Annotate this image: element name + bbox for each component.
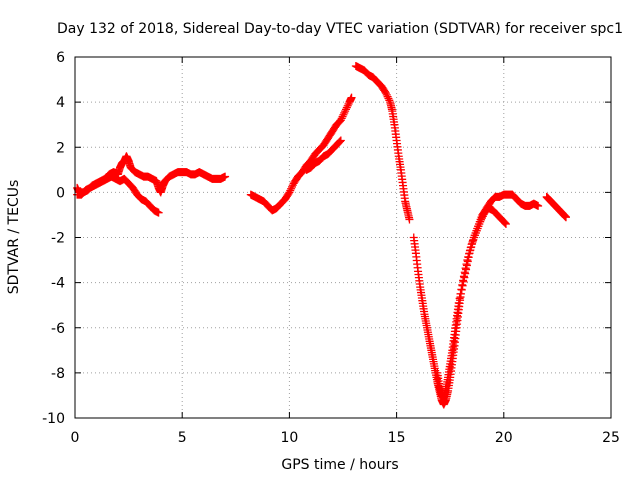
data-point [336,116,345,125]
y-tick-label: 6 [56,50,65,66]
series-arc-7 [433,204,510,402]
data-point [455,294,464,303]
y-tick-label: 4 [56,95,65,111]
x-tick-label: 10 [280,430,298,446]
x-tick-label: 15 [388,430,406,446]
series-arc-3 [246,93,356,215]
data-point [477,214,486,223]
y-tick-label: 0 [56,185,65,201]
data-point [383,92,392,101]
series-arc-8 [542,192,570,222]
data-point [382,90,391,99]
series-arc-4 [302,136,345,174]
x-tick-label: 5 [178,430,187,446]
chart-title: Day 132 of 2018, Sidereal Day-to-day VTE… [57,21,623,37]
data-points [73,62,570,409]
data-point [478,212,487,221]
data-point [341,107,350,116]
data-point [501,219,510,228]
data-point [338,112,347,121]
data-point [342,105,351,114]
data-point [343,101,352,110]
y-tick-label: -10 [42,411,65,427]
data-point [459,276,468,285]
data-point [561,213,570,222]
y-tick-label: -4 [51,276,65,292]
data-point [381,89,390,98]
data-point [459,272,468,281]
data-point [476,217,485,226]
data-point [286,186,295,195]
x-tick-labels: 0 5 10 15 20 25 [71,430,620,446]
y-axis-label: SDTVAR / TECUs [6,180,22,295]
data-point [154,208,163,217]
data-point [287,182,296,191]
data-point [337,114,346,123]
data-point [534,201,543,210]
y-tick-labels: -10 -8 -6 -4 -2 0 2 4 6 [42,50,65,427]
data-point [335,137,344,146]
data-point [461,264,470,273]
plot-frame [74,56,612,419]
data-point [340,108,349,117]
data-point [221,172,230,181]
data-point [385,96,394,105]
y-tick-label: -6 [51,321,65,337]
data-point [454,298,463,307]
data-point [342,103,351,112]
series-arc-5 [351,62,414,224]
data-point [500,218,509,227]
data-point [336,136,345,145]
series-arc-2 [73,172,163,217]
data-point [462,260,471,269]
data-point [458,280,467,289]
y-tick-label: -2 [51,231,65,247]
data-point [477,215,486,224]
y-tick-label: -8 [51,366,65,382]
x-tick-label: 20 [495,430,513,446]
data-point [460,268,469,277]
data-point [285,188,294,197]
series-arc-6 [409,190,543,409]
series-arc-1 [73,152,230,197]
x-tick-label: 0 [71,430,80,446]
data-point [456,289,465,298]
y-tick-label: 2 [56,140,65,156]
data-point [405,215,414,224]
data-point [339,110,348,119]
x-tick-label: 25 [602,430,620,446]
x-axis-label: GPS time / hours [281,457,398,473]
data-point [384,94,393,103]
data-point [457,285,466,294]
data-point [501,219,510,228]
data-point [347,93,356,102]
data-point [287,184,296,193]
data-point [335,138,344,147]
